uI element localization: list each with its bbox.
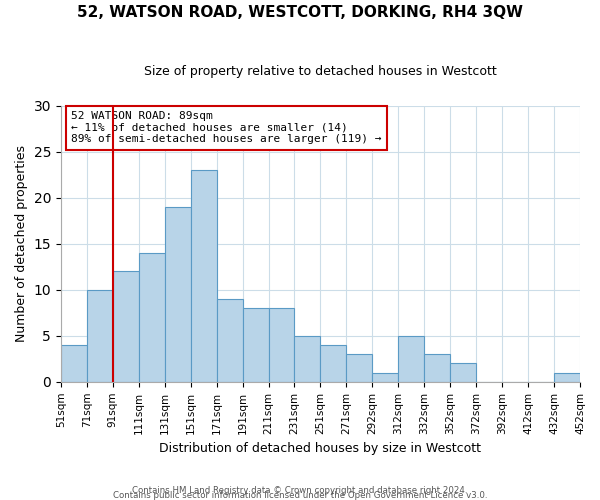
Bar — [554, 372, 580, 382]
Bar — [424, 354, 450, 382]
Bar — [269, 308, 295, 382]
Y-axis label: Number of detached properties: Number of detached properties — [15, 145, 28, 342]
Bar — [113, 272, 139, 382]
Bar — [139, 253, 165, 382]
Text: 52 WATSON ROAD: 89sqm
← 11% of detached houses are smaller (14)
89% of semi-deta: 52 WATSON ROAD: 89sqm ← 11% of detached … — [71, 111, 382, 144]
Bar — [320, 345, 346, 382]
Bar — [61, 345, 87, 382]
X-axis label: Distribution of detached houses by size in Westcott: Distribution of detached houses by size … — [160, 442, 481, 455]
Bar — [398, 336, 424, 382]
Bar — [191, 170, 217, 382]
Bar — [295, 336, 320, 382]
Text: Contains HM Land Registry data © Crown copyright and database right 2024.: Contains HM Land Registry data © Crown c… — [132, 486, 468, 495]
Bar — [373, 372, 398, 382]
Bar — [87, 290, 113, 382]
Text: Contains public sector information licensed under the Open Government Licence v3: Contains public sector information licen… — [113, 491, 487, 500]
Bar — [217, 299, 242, 382]
Bar — [242, 308, 269, 382]
Title: Size of property relative to detached houses in Westcott: Size of property relative to detached ho… — [144, 65, 497, 78]
Bar — [165, 207, 191, 382]
Bar — [346, 354, 373, 382]
Text: 52, WATSON ROAD, WESTCOTT, DORKING, RH4 3QW: 52, WATSON ROAD, WESTCOTT, DORKING, RH4 … — [77, 5, 523, 20]
Bar — [450, 364, 476, 382]
